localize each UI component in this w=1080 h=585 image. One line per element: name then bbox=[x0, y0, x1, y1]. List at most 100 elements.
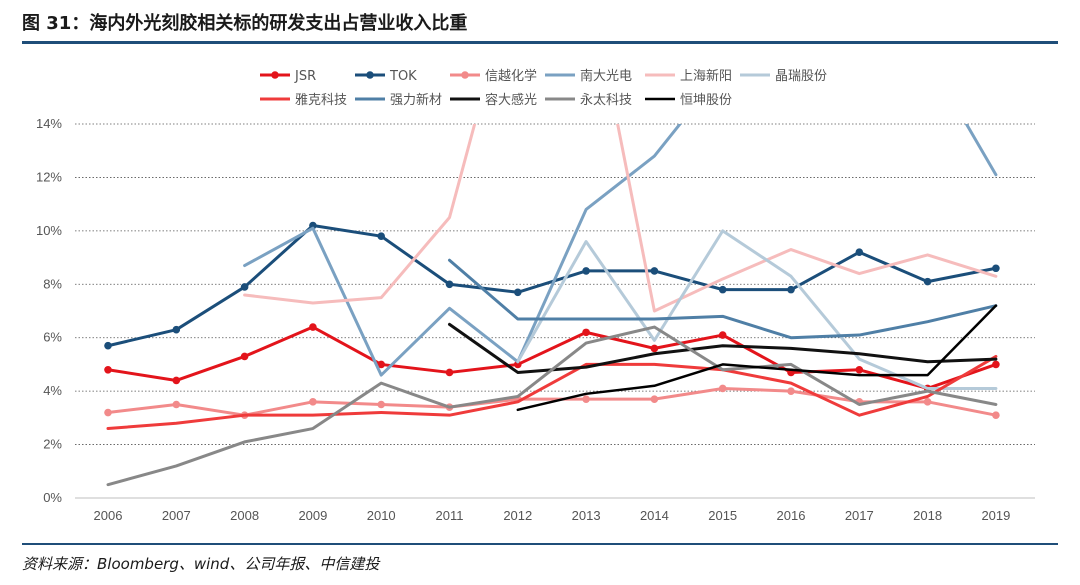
data-point bbox=[445, 368, 454, 377]
data-point bbox=[377, 400, 386, 409]
data-point bbox=[514, 360, 522, 369]
x-tick-label: 2012 bbox=[503, 508, 532, 523]
data-point bbox=[582, 395, 590, 403]
series-line bbox=[243, 124, 682, 377]
series-line bbox=[106, 325, 998, 390]
legend-item: 强力新材 bbox=[355, 92, 442, 108]
data-point bbox=[992, 264, 1000, 273]
legend-marker bbox=[271, 71, 279, 79]
x-tick-label: 2007 bbox=[162, 508, 191, 523]
data-point bbox=[104, 365, 112, 374]
data-point bbox=[923, 277, 932, 286]
legend-item: TOK bbox=[355, 69, 417, 84]
x-tick-label: 2010 bbox=[367, 508, 396, 523]
x-tick-label: 2011 bbox=[436, 508, 464, 523]
footer-divider bbox=[22, 543, 1058, 545]
y-tick-label: 4% bbox=[43, 383, 62, 398]
series-雅克科技 bbox=[106, 354, 998, 431]
legend-label: 容大感光 bbox=[485, 92, 537, 108]
data-point bbox=[923, 398, 932, 406]
data-point bbox=[855, 365, 864, 374]
data-point bbox=[309, 323, 317, 331]
data-point bbox=[240, 283, 249, 291]
y-tick-label: 14% bbox=[36, 116, 62, 131]
data-point bbox=[377, 360, 386, 369]
data-point bbox=[582, 267, 590, 275]
data-point bbox=[650, 344, 659, 353]
x-tick-label: 2018 bbox=[913, 508, 942, 523]
y-tick-label: 12% bbox=[36, 169, 62, 184]
series-TOK bbox=[104, 221, 1000, 350]
series-line bbox=[106, 325, 998, 487]
data-point bbox=[172, 325, 181, 334]
series-line bbox=[516, 304, 998, 412]
data-point bbox=[172, 400, 181, 409]
title-divider bbox=[22, 41, 1058, 44]
x-tick-label: 2009 bbox=[298, 508, 327, 523]
legend-label: 雅克科技 bbox=[295, 93, 347, 108]
series-line bbox=[106, 224, 998, 348]
data-point bbox=[172, 376, 181, 385]
x-tick-label: 2017 bbox=[845, 508, 874, 523]
series-line bbox=[448, 258, 998, 340]
series-恒坤股份 bbox=[516, 304, 998, 412]
y-tick-label: 2% bbox=[43, 437, 62, 452]
legend-label: TOK bbox=[389, 69, 417, 84]
series-晶瑞股份 bbox=[516, 229, 998, 390]
legend-marker bbox=[366, 71, 374, 79]
y-axis: 0% 2% 4% 6% 8% 10% 12% 14% bbox=[36, 116, 62, 505]
data-point bbox=[650, 267, 659, 275]
x-tick-label: 2015 bbox=[708, 508, 737, 523]
series-强力新材 bbox=[448, 258, 998, 340]
series-line bbox=[448, 322, 998, 374]
data-point bbox=[718, 285, 727, 294]
series-line bbox=[243, 124, 998, 313]
legend-item: 信越化学 bbox=[450, 68, 537, 84]
legend-label: 强力新材 bbox=[390, 92, 442, 108]
legend-item: 永太科技 bbox=[545, 93, 632, 108]
x-tick-label: 2014 bbox=[640, 508, 669, 523]
data-point bbox=[582, 328, 590, 337]
data-point bbox=[514, 288, 522, 297]
series-南大光电 bbox=[243, 124, 998, 377]
x-tick-label: 2006 bbox=[94, 508, 123, 523]
line-chart: 0% 2% 4% 6% 8% 10% 12% 14% 2006 2007 2008 2009 2010… bbox=[36, 68, 1035, 523]
series-lines bbox=[104, 124, 1000, 487]
legend-item: 上海新阳 bbox=[645, 68, 732, 84]
legend-item: 晶瑞股份 bbox=[740, 69, 827, 84]
data-point bbox=[377, 232, 386, 240]
data-point bbox=[787, 387, 795, 395]
x-tick-label: 2016 bbox=[777, 508, 806, 523]
data-point bbox=[718, 331, 727, 339]
legend-item: 恒坤股份 bbox=[645, 93, 732, 108]
data-point bbox=[309, 221, 317, 230]
legend-item: 南大光电 bbox=[545, 68, 632, 84]
data-point bbox=[992, 411, 1000, 419]
legend-marker bbox=[461, 71, 469, 79]
legend-label: 南大光电 bbox=[580, 68, 632, 84]
grid-lines bbox=[75, 123, 1035, 445]
series-永太科技 bbox=[106, 325, 998, 487]
data-point bbox=[104, 341, 112, 350]
legend-label: 晶瑞股份 bbox=[775, 69, 827, 84]
data-point bbox=[240, 352, 249, 361]
data-point bbox=[650, 395, 659, 403]
series-line bbox=[964, 124, 998, 177]
series-line bbox=[516, 229, 998, 390]
y-tick-label: 6% bbox=[43, 330, 62, 345]
legend-item: 雅克科技 bbox=[260, 93, 347, 108]
legend-label: 永太科技 bbox=[580, 93, 632, 108]
legend-label: 信越化学 bbox=[485, 68, 537, 84]
source-note: 资料来源：Bloomberg、wind、公司年报、中信建投 bbox=[22, 555, 380, 573]
x-axis: 2006 2007 2008 2009 2010 2011 2012 2013 2014 2015… bbox=[75, 497, 1035, 523]
series-JSR bbox=[104, 323, 1000, 393]
data-point bbox=[718, 384, 727, 393]
y-tick-label: 8% bbox=[43, 276, 62, 291]
data-point bbox=[104, 408, 112, 417]
legend-item: 容大感光 bbox=[450, 92, 537, 108]
data-point bbox=[992, 360, 1000, 369]
legend-label: 上海新阳 bbox=[680, 68, 732, 84]
series-上海新阳 bbox=[243, 124, 998, 313]
y-tick-label: 0% bbox=[43, 490, 62, 505]
